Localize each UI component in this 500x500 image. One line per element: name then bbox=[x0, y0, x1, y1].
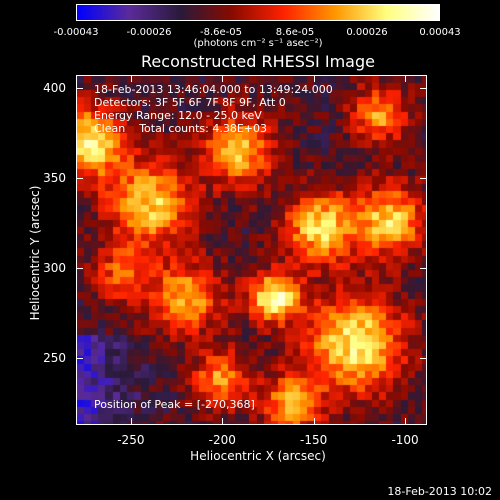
y-tick-mark bbox=[77, 87, 83, 89]
x-tick-mark bbox=[313, 76, 315, 82]
y-tick-mark bbox=[420, 268, 426, 270]
colorbar-tick-label: -0.00043 bbox=[53, 27, 99, 38]
plot-frame bbox=[76, 75, 427, 425]
x-tick-mark bbox=[130, 76, 132, 82]
colorbar-units: (photons cm⁻² s⁻¹ asec⁻²) bbox=[193, 38, 323, 49]
x-tick-mark bbox=[130, 418, 132, 424]
x-tick-label: -250 bbox=[117, 433, 145, 447]
info-energy-range: Energy Range: 12.0 - 25.0 keV bbox=[94, 109, 262, 122]
colorbar-tick-label: 0.00043 bbox=[419, 27, 461, 38]
y-tick-mark bbox=[77, 177, 83, 179]
y-tick-mark bbox=[77, 268, 83, 270]
x-tick-mark bbox=[222, 76, 224, 82]
colorbar bbox=[76, 4, 440, 21]
x-tick-mark bbox=[405, 418, 407, 424]
x-tick-mark bbox=[313, 418, 315, 424]
colorbar-tick-label: -0.00026 bbox=[126, 27, 172, 38]
heatmap-image bbox=[77, 76, 426, 424]
y-tick-mark bbox=[420, 87, 426, 89]
x-tick-mark bbox=[222, 418, 224, 424]
timestamp: 18-Feb-2013 10:02 bbox=[387, 485, 492, 498]
y-axis-label: Heliocentric Y (arcsec) bbox=[28, 185, 42, 321]
colorbar-tick-label: 8.6e-05 bbox=[275, 27, 315, 38]
x-tick-label: -200 bbox=[208, 433, 236, 447]
y-tick-label: 350 bbox=[43, 170, 66, 185]
x-tick-label: -150 bbox=[300, 433, 328, 447]
x-tick-mark bbox=[405, 76, 407, 82]
info-time-range: 18-Feb-2013 13:46:04.000 to 13:49:24.000 bbox=[94, 83, 333, 96]
y-tick-mark bbox=[420, 177, 426, 179]
x-tick-label: -100 bbox=[391, 433, 419, 447]
colorbar-tick-label: 0.00026 bbox=[346, 27, 388, 38]
y-tick-mark bbox=[77, 358, 83, 360]
y-tick-label: 400 bbox=[43, 80, 66, 95]
info-total-counts: Clean Total counts: 4.38E+03 bbox=[94, 122, 268, 135]
x-axis-label: Heliocentric X (arcsec) bbox=[190, 449, 326, 463]
chart-title: Reconstructed RHESSI Image bbox=[141, 52, 375, 71]
y-tick-mark bbox=[420, 358, 426, 360]
y-tick-label: 300 bbox=[43, 261, 66, 276]
info-detectors: Detectors: 3F 5F 6F 7F 8F 9F, Att 0 bbox=[94, 96, 286, 109]
y-tick-label: 250 bbox=[43, 351, 66, 366]
colorbar-tick-label: -8.6e-05 bbox=[200, 27, 242, 38]
peak-position-label: Position of Peak = [-270,368] bbox=[94, 398, 255, 411]
